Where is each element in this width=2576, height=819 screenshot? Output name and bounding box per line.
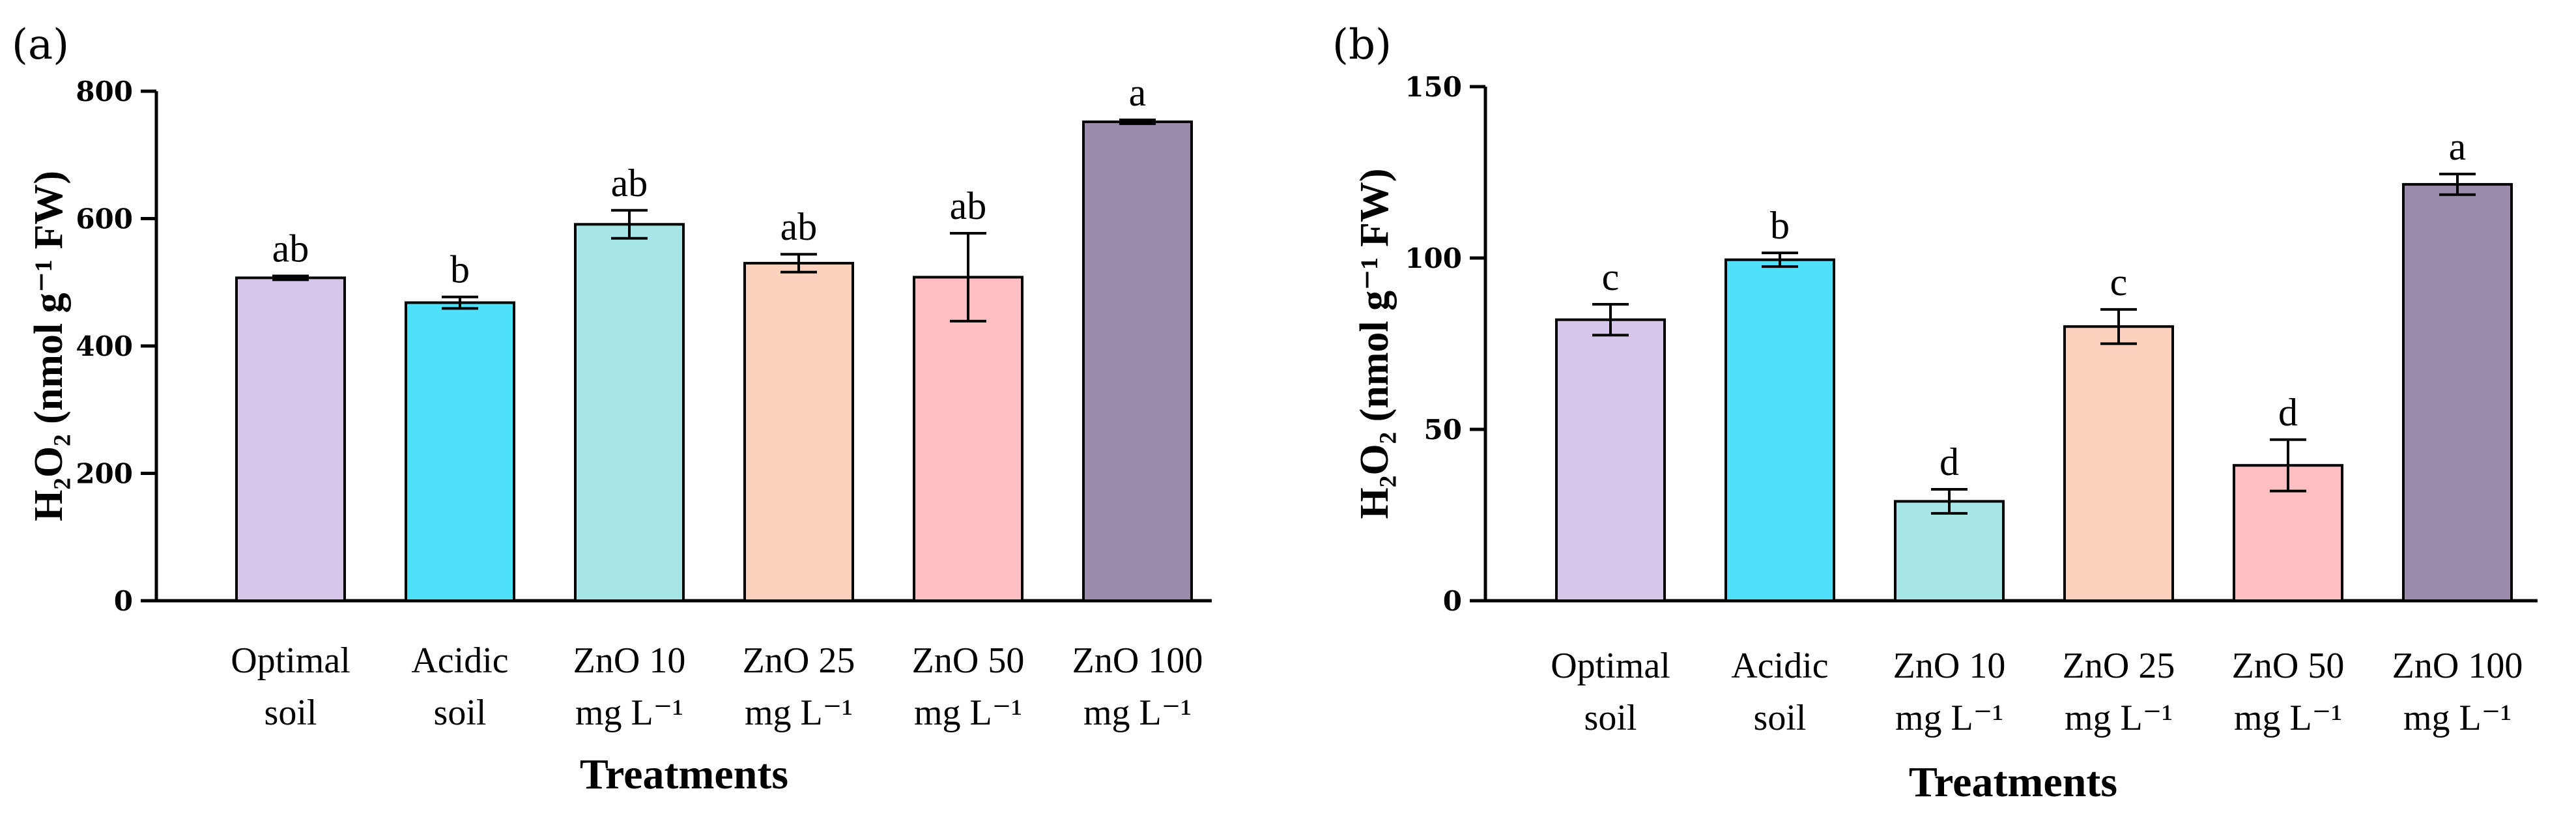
x-tick-label: ZnO 25 [743,640,855,681]
x-tick-label-line2: soil [434,693,487,733]
y-tick-label: 400 [76,330,133,362]
x-tick-label-line2: soil [265,693,317,733]
bar [913,276,1023,602]
error-bar [950,231,986,323]
x-tick-label-line2: mg L⁻¹ [2234,698,2342,738]
significance-label: b [450,248,470,291]
x-tick-label-line2: mg L⁻¹ [2403,698,2512,738]
significance-label: a [1129,71,1147,114]
bar [1724,258,1835,602]
x-tick-label: Optimal [231,640,351,681]
y-tick-label: 800 [76,76,133,108]
bar [1894,500,2005,603]
significance-label: c [1602,255,1620,298]
x-tick-label: ZnO 25 [2063,646,2175,686]
bar [1555,318,1666,602]
significance-label: ab [272,227,309,270]
error-bar [1592,303,1629,337]
bar [235,276,346,602]
error-bar [1931,488,1968,515]
bar [574,223,685,602]
bar [743,261,854,602]
x-tick-label: ZnO 50 [2232,646,2345,686]
error-bar [442,295,478,310]
x-tick-label: ZnO 10 [573,640,686,681]
bar [405,301,515,602]
x-tick-label: ZnO 50 [912,640,1025,681]
x-tick-label-line2: mg L⁻¹ [914,693,1022,733]
panel-label: (a) [12,21,69,69]
y-tick-label: 600 [76,203,133,235]
x-axis-label: Treatments [1909,758,2117,806]
x-tick-label: ZnO 100 [2392,646,2523,686]
bar [1082,120,1193,603]
x-tick-label: Acidic [411,640,508,681]
x-tick-label: Optimal [1551,646,1670,686]
bar [2402,182,2513,603]
error-bar [611,208,648,240]
x-tick-label-line2: mg L⁻¹ [2065,698,2173,738]
significance-label: ab [950,184,987,227]
error-bar [780,253,817,274]
x-tick-label: ZnO 100 [1072,640,1203,681]
significance-label: d [1939,440,1959,483]
panel-label: (b) [1332,21,1392,69]
bar [2063,325,2174,602]
x-tick-label: ZnO 10 [1893,646,2006,686]
y-tick-label: 0 [1443,585,1462,617]
significance-label: b [1770,204,1790,247]
x-axis-label: Treatments [580,751,788,798]
error-bar [2270,438,2306,493]
error-bar [1119,118,1156,125]
x-tick-label-line2: mg L⁻¹ [1895,698,2003,738]
significance-label: ab [780,205,818,248]
significance-label: ab [611,162,648,205]
y-tick-label: 50 [1424,414,1462,446]
y-axis-label: H₂O₂ (nmol g⁻¹ FW) [1352,169,1397,519]
x-tick-label-line2: soil [1754,698,1807,738]
y-axis-label: H₂O₂ (nmol g⁻¹ FW) [27,171,71,521]
x-tick-label: Acidic [1731,646,1828,686]
error-bar [1762,251,1798,268]
y-tick-label: 150 [1405,71,1462,103]
significance-label: d [2278,391,2298,434]
significance-label: a [2449,125,2467,168]
x-tick-label-line2: soil [1584,698,1637,738]
significance-label: c [2110,261,2128,304]
y-tick-label: 0 [114,585,133,617]
y-tick-label: 100 [1405,242,1462,274]
x-tick-label-line2: mg L⁻¹ [1083,693,1192,733]
y-tick-label: 200 [76,458,133,490]
error-bar [2439,173,2476,196]
x-tick-label-line2: mg L⁻¹ [575,693,683,733]
chart-panel-b: (b) 0 50 100 150 H₂O₂ (nmol g⁻¹ FW) c Optimal so… [1332,21,2538,806]
x-tick-label-line2: mg L⁻¹ [745,693,853,733]
error-bar [272,274,309,281]
error-bar [2100,308,2137,345]
